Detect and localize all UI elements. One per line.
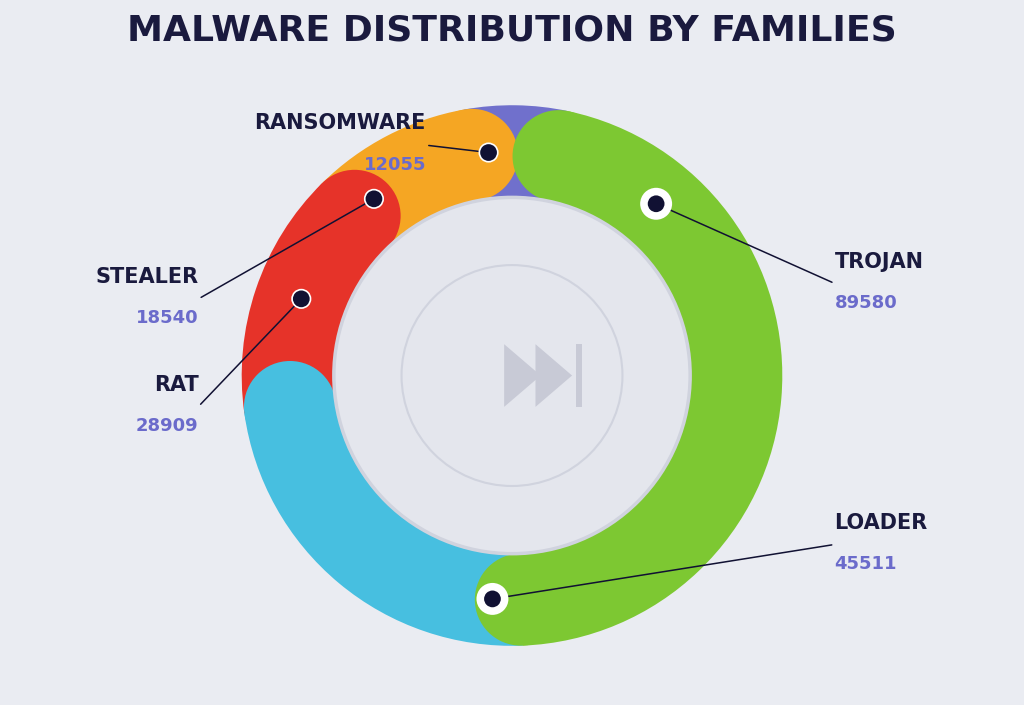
Text: LOADER: LOADER bbox=[835, 513, 928, 533]
Text: TROJAN: TROJAN bbox=[835, 252, 924, 271]
Circle shape bbox=[244, 361, 336, 453]
Wedge shape bbox=[245, 400, 522, 646]
Circle shape bbox=[365, 190, 383, 208]
Wedge shape bbox=[323, 109, 480, 249]
Text: STEALER: STEALER bbox=[95, 267, 199, 287]
Circle shape bbox=[401, 265, 623, 486]
Circle shape bbox=[479, 143, 498, 161]
Circle shape bbox=[640, 188, 672, 220]
Circle shape bbox=[475, 553, 567, 646]
Polygon shape bbox=[536, 344, 572, 407]
Circle shape bbox=[483, 589, 502, 608]
Wedge shape bbox=[519, 111, 782, 646]
Text: RAT: RAT bbox=[154, 374, 199, 395]
Polygon shape bbox=[575, 344, 583, 407]
Text: 18540: 18540 bbox=[136, 309, 199, 328]
Text: 45511: 45511 bbox=[835, 556, 897, 573]
Text: 89580: 89580 bbox=[835, 294, 897, 312]
Wedge shape bbox=[242, 183, 387, 414]
Text: RANSOMWARE: RANSOMWARE bbox=[255, 114, 426, 133]
Polygon shape bbox=[504, 344, 541, 407]
Circle shape bbox=[292, 290, 310, 308]
Circle shape bbox=[308, 170, 400, 262]
Wedge shape bbox=[464, 105, 568, 201]
Text: 28909: 28909 bbox=[136, 417, 199, 435]
Circle shape bbox=[334, 197, 690, 553]
Circle shape bbox=[647, 195, 666, 213]
Text: 12055: 12055 bbox=[364, 156, 426, 174]
Circle shape bbox=[476, 583, 509, 615]
Circle shape bbox=[426, 109, 518, 201]
Circle shape bbox=[513, 110, 605, 202]
Text: MALWARE DISTRIBUTION BY FAMILIES: MALWARE DISTRIBUTION BY FAMILIES bbox=[127, 13, 897, 47]
